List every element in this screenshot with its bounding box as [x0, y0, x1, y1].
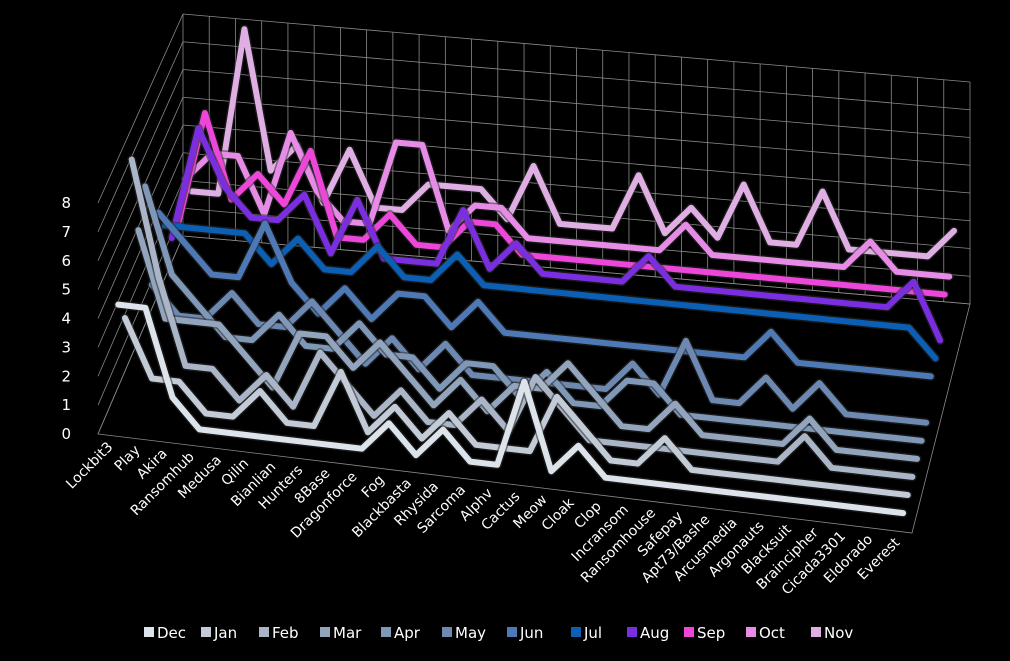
- series-line-jan: [122, 315, 911, 498]
- legend-swatch-apr: [381, 627, 391, 637]
- legend-swatch-oct: [746, 627, 756, 637]
- series-line-aug: [168, 125, 944, 344]
- legend-label-dec: Dec: [157, 624, 186, 642]
- y-tick-label: 7: [61, 223, 71, 241]
- series-line-jun: [155, 209, 934, 380]
- series-lines: [113, 24, 959, 518]
- grid-line-side: [97, 180, 184, 377]
- grid-line-side: [97, 13, 184, 204]
- legend-label-jul: Jul: [583, 624, 602, 642]
- legend-label-apr: Apr: [394, 624, 421, 642]
- legend-swatch-dec: [144, 627, 154, 637]
- legend-swatch-feb: [259, 627, 269, 637]
- y-tick-label: 5: [61, 281, 71, 299]
- y-tick-label: 8: [61, 194, 71, 212]
- legend-swatch-aug: [627, 627, 637, 637]
- legend-label-sep: Sep: [697, 624, 725, 642]
- legend-label-feb: Feb: [272, 624, 299, 642]
- y-tick-label: 4: [61, 310, 71, 328]
- y-axis: 0 1 2 3 4 5 6 7 8: [61, 194, 71, 443]
- legend-swatch-jan: [201, 627, 211, 637]
- series-line-sep: [175, 110, 948, 298]
- y-tick-label: 1: [61, 396, 71, 414]
- legend-swatch-nov: [811, 627, 821, 637]
- y-tick-label: 2: [61, 367, 71, 385]
- legend-label-mar: Mar: [333, 624, 362, 642]
- legend-label-oct: Oct: [759, 624, 785, 642]
- legend: Dec Jan Feb Mar Apr May Jun Jul Aug Sep Oct Nov: [144, 624, 853, 642]
- legend-label-aug: Aug: [640, 624, 669, 642]
- y-tick-label: 0: [61, 425, 71, 443]
- grid-line-side: [97, 41, 184, 233]
- legend-label-jun: Jun: [519, 624, 543, 642]
- series-line-oct: [182, 129, 953, 280]
- legend-label-may: May: [455, 624, 486, 642]
- series-line-nov: [188, 26, 957, 260]
- legend-swatch-jun: [507, 627, 517, 637]
- legend-swatch-may: [442, 627, 452, 637]
- y-tick-label: 6: [61, 252, 71, 270]
- grid-line-side: [97, 69, 184, 261]
- y-tick-label: 3: [61, 338, 71, 356]
- category-label: Lockbit3: [63, 439, 116, 492]
- gridlines: [97, 13, 971, 534]
- series-line-feb: [128, 156, 916, 480]
- legend-swatch-sep: [684, 627, 694, 637]
- legend-label-jan: Jan: [213, 624, 237, 642]
- legend-swatch-jul: [571, 627, 581, 637]
- series-line-jul: [162, 222, 939, 362]
- series-line-dec: [115, 301, 907, 517]
- grid-line-side: [97, 124, 184, 319]
- floor-outline: [97, 235, 971, 534]
- legend-label-nov: Nov: [824, 624, 853, 642]
- legend-swatch-mar: [320, 627, 330, 637]
